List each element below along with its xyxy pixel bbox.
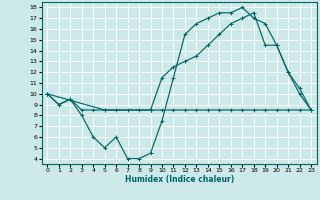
X-axis label: Humidex (Indice chaleur): Humidex (Indice chaleur)	[124, 175, 234, 184]
